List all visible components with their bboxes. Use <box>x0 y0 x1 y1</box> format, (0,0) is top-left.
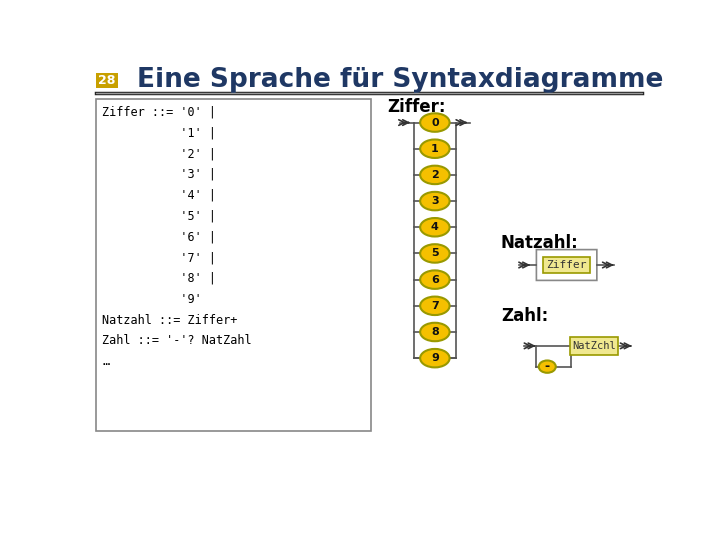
Text: '3' |: '3' | <box>102 168 217 181</box>
Text: -: - <box>545 360 550 373</box>
Ellipse shape <box>420 244 449 262</box>
Ellipse shape <box>420 218 449 237</box>
Text: NatZchl: NatZchl <box>572 341 616 351</box>
Text: '8' |: '8' | <box>102 272 217 285</box>
Text: 4: 4 <box>431 222 438 232</box>
Ellipse shape <box>420 192 449 211</box>
Text: 8: 8 <box>431 327 438 337</box>
FancyBboxPatch shape <box>96 99 372 430</box>
Text: 0: 0 <box>431 118 438 127</box>
Ellipse shape <box>420 271 449 289</box>
Text: '7' |: '7' | <box>102 251 217 264</box>
Text: Ziffer: Ziffer <box>546 260 587 270</box>
Text: Natzahl:: Natzahl: <box>500 234 578 252</box>
Ellipse shape <box>420 349 449 367</box>
FancyBboxPatch shape <box>96 72 118 88</box>
Text: '2' |: '2' | <box>102 147 217 160</box>
Text: Eine Sprache für Syntaxdiagramme: Eine Sprache für Syntaxdiagramme <box>137 67 663 93</box>
Text: …: … <box>102 355 109 368</box>
Text: 2: 2 <box>431 170 438 180</box>
Text: 5: 5 <box>431 248 438 259</box>
Text: Natzahl ::= Ziffer+: Natzahl ::= Ziffer+ <box>102 314 238 327</box>
Ellipse shape <box>420 113 449 132</box>
Text: '9': '9' <box>102 293 202 306</box>
FancyBboxPatch shape <box>544 256 590 273</box>
Text: 9: 9 <box>431 353 438 363</box>
Text: Ziffer ::= '0' |: Ziffer ::= '0' | <box>102 106 217 119</box>
Text: 6: 6 <box>431 275 438 285</box>
Text: '4' |: '4' | <box>102 189 217 202</box>
Text: Zahl:: Zahl: <box>500 307 548 325</box>
Text: '1' |: '1' | <box>102 126 217 139</box>
Text: Ziffer:: Ziffer: <box>387 98 446 116</box>
Ellipse shape <box>420 296 449 315</box>
Ellipse shape <box>420 139 449 158</box>
Ellipse shape <box>539 361 556 373</box>
FancyBboxPatch shape <box>570 336 618 355</box>
Ellipse shape <box>420 166 449 184</box>
Text: '5' |: '5' | <box>102 210 217 222</box>
Text: 7: 7 <box>431 301 438 311</box>
Text: 3: 3 <box>431 196 438 206</box>
Text: '6' |: '6' | <box>102 231 217 244</box>
Text: 28: 28 <box>99 73 116 87</box>
Text: Zahl ::= '-'? NatZahl: Zahl ::= '-'? NatZahl <box>102 334 252 347</box>
Text: 1: 1 <box>431 144 438 154</box>
Ellipse shape <box>420 323 449 341</box>
